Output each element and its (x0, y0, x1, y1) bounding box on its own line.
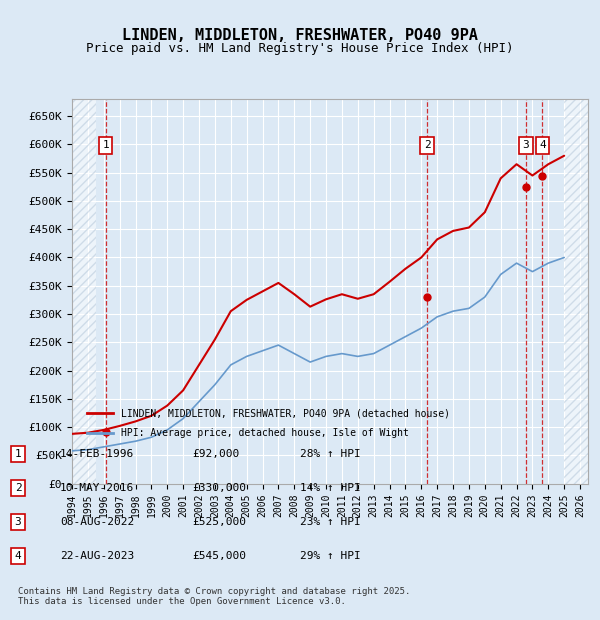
Text: 3: 3 (14, 517, 22, 527)
Text: 14-FEB-1996: 14-FEB-1996 (60, 449, 134, 459)
Text: LINDEN, MIDDLETON, FRESHWATER, PO40 9PA (detached house): LINDEN, MIDDLETON, FRESHWATER, PO40 9PA … (121, 408, 450, 418)
Text: HPI: Average price, detached house, Isle of Wight: HPI: Average price, detached house, Isle… (121, 428, 409, 438)
Text: 22-AUG-2023: 22-AUG-2023 (60, 551, 134, 561)
Text: 4: 4 (14, 551, 22, 561)
Text: £525,000: £525,000 (192, 517, 246, 527)
Text: Contains HM Land Registry data © Crown copyright and database right 2025.
This d: Contains HM Land Registry data © Crown c… (18, 587, 410, 606)
Text: 2: 2 (424, 140, 430, 150)
Bar (72, 99, 96, 484)
Text: 1: 1 (102, 140, 109, 150)
Text: 28% ↑ HPI: 28% ↑ HPI (300, 449, 361, 459)
Text: 2: 2 (14, 483, 22, 493)
Text: Price paid vs. HM Land Registry's House Price Index (HPI): Price paid vs. HM Land Registry's House … (86, 42, 514, 55)
Text: 29% ↑ HPI: 29% ↑ HPI (300, 551, 361, 561)
Text: 4: 4 (539, 140, 546, 150)
Bar (564, 99, 596, 484)
Text: LINDEN, MIDDLETON, FRESHWATER, PO40 9PA: LINDEN, MIDDLETON, FRESHWATER, PO40 9PA (122, 28, 478, 43)
Text: £330,000: £330,000 (192, 483, 246, 493)
Text: £92,000: £92,000 (192, 449, 239, 459)
Text: 08-AUG-2022: 08-AUG-2022 (60, 517, 134, 527)
Text: 23% ↑ HPI: 23% ↑ HPI (300, 517, 361, 527)
Text: 10-MAY-2016: 10-MAY-2016 (60, 483, 134, 493)
Text: 14% ↑ HPI: 14% ↑ HPI (300, 483, 361, 493)
Text: 3: 3 (523, 140, 529, 150)
Text: 1: 1 (14, 449, 22, 459)
Text: £545,000: £545,000 (192, 551, 246, 561)
